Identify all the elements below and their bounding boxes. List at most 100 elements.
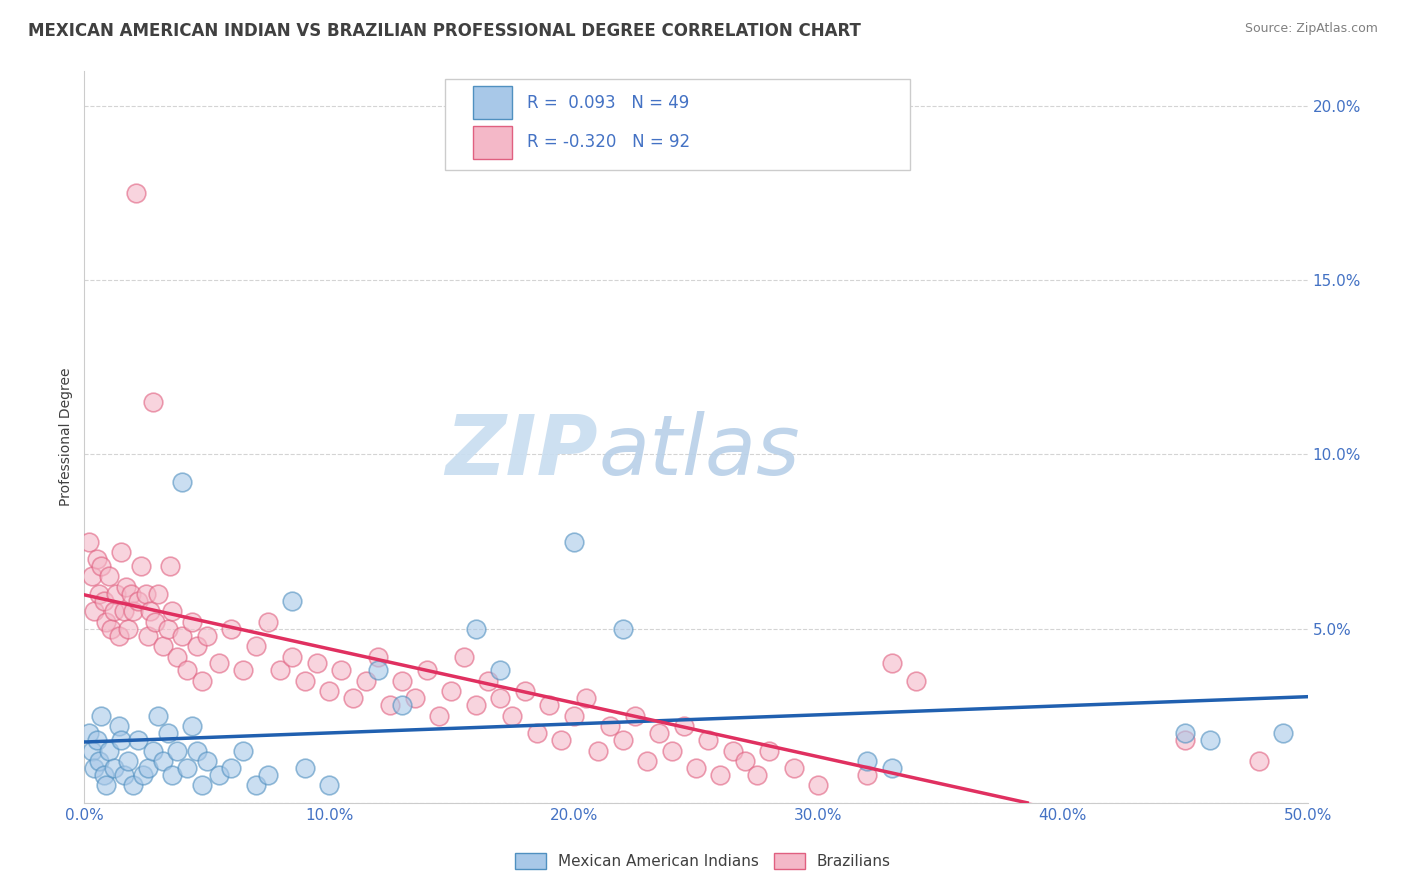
Point	[152, 639, 174, 653]
Point	[575, 691, 598, 706]
Legend: Mexican American Indians, Brazilians: Mexican American Indians, Brazilians	[509, 847, 897, 875]
Point	[330, 664, 353, 678]
Point	[294, 673, 316, 688]
Point	[562, 534, 585, 549]
Point	[136, 761, 159, 775]
Point	[477, 673, 499, 688]
Point	[80, 569, 103, 583]
Point	[880, 761, 903, 775]
Point	[172, 629, 194, 643]
Point	[120, 587, 142, 601]
Point	[427, 708, 450, 723]
Point	[380, 698, 402, 713]
Point	[107, 719, 129, 733]
Point	[166, 649, 188, 664]
Point	[156, 622, 179, 636]
Point	[176, 664, 198, 678]
Point	[269, 664, 291, 678]
Point	[1174, 733, 1197, 747]
Point	[87, 587, 110, 601]
Point	[122, 604, 145, 618]
Text: atlas: atlas	[598, 411, 800, 492]
Point	[758, 743, 780, 757]
Point	[342, 691, 364, 706]
Point	[77, 534, 100, 549]
Point	[208, 657, 231, 671]
Point	[281, 649, 304, 664]
Point	[136, 629, 159, 643]
Point	[502, 708, 524, 723]
Point	[391, 673, 413, 688]
Point	[489, 691, 512, 706]
Point	[219, 761, 242, 775]
Point	[1272, 726, 1295, 740]
Point	[152, 754, 174, 768]
Point	[80, 743, 103, 757]
Point	[391, 698, 413, 713]
Point	[100, 622, 122, 636]
Point	[354, 673, 377, 688]
Y-axis label: Professional Degree: Professional Degree	[59, 368, 73, 507]
Point	[97, 569, 120, 583]
FancyBboxPatch shape	[474, 126, 513, 159]
Point	[697, 733, 720, 747]
Point	[880, 657, 903, 671]
Point	[513, 684, 536, 698]
Point	[856, 754, 879, 768]
Point	[132, 768, 155, 782]
Point	[453, 649, 475, 664]
Point	[661, 743, 683, 757]
Point	[245, 778, 267, 792]
Point	[232, 664, 254, 678]
Point	[135, 587, 157, 601]
Point	[186, 743, 208, 757]
Point	[1198, 733, 1220, 747]
Point	[125, 186, 148, 201]
Point	[721, 743, 744, 757]
Point	[538, 698, 561, 713]
Point	[550, 733, 572, 747]
Point	[103, 761, 125, 775]
Point	[90, 558, 112, 573]
Point	[367, 649, 389, 664]
Point	[232, 743, 254, 757]
Point	[117, 622, 139, 636]
Point	[624, 708, 647, 723]
Point	[734, 754, 756, 768]
Point	[112, 768, 135, 782]
Point	[103, 604, 125, 618]
Point	[115, 580, 138, 594]
Point	[110, 545, 132, 559]
Point	[122, 778, 145, 792]
Point	[294, 761, 316, 775]
Point	[110, 733, 132, 747]
Point	[281, 594, 304, 608]
Point	[162, 768, 184, 782]
Point	[219, 622, 242, 636]
Point	[489, 664, 512, 678]
Point	[159, 558, 181, 573]
Point	[257, 615, 280, 629]
Point	[129, 558, 152, 573]
Point	[93, 594, 115, 608]
Point	[105, 587, 128, 601]
Point	[162, 604, 184, 618]
Point	[783, 761, 806, 775]
Point	[191, 673, 214, 688]
FancyBboxPatch shape	[446, 78, 910, 170]
Point	[166, 743, 188, 757]
Point	[83, 604, 105, 618]
Text: R = -0.320   N = 92: R = -0.320 N = 92	[527, 133, 690, 152]
Point	[404, 691, 426, 706]
Point	[96, 615, 118, 629]
Point	[172, 475, 194, 490]
Point	[612, 622, 634, 636]
Point	[1247, 754, 1270, 768]
Point	[127, 733, 149, 747]
Point	[208, 768, 231, 782]
Point	[96, 778, 118, 792]
Point	[747, 768, 769, 782]
Point	[586, 743, 609, 757]
Point	[112, 604, 135, 618]
Point	[318, 778, 340, 792]
